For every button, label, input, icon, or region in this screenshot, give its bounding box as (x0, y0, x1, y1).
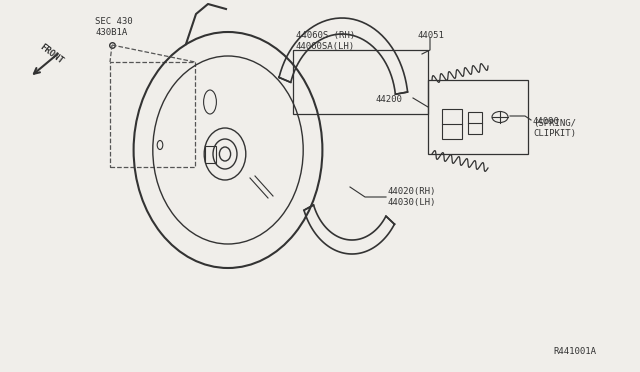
Bar (442, 109, 462, 139)
Text: 44060SA(LH): 44060SA(LH) (296, 42, 355, 51)
Text: 44051: 44051 (418, 31, 445, 40)
Text: 430B1A: 430B1A (95, 28, 127, 37)
Text: FRONT: FRONT (38, 43, 65, 66)
Text: 44020(RH): 44020(RH) (388, 187, 436, 196)
Bar (468, 112, 482, 134)
Text: SEC 430: SEC 430 (95, 17, 132, 26)
Text: 44200: 44200 (376, 95, 403, 104)
Text: 44090: 44090 (533, 117, 560, 126)
Text: 44030(LH): 44030(LH) (388, 198, 436, 207)
Text: 44060S (RH): 44060S (RH) (296, 31, 355, 40)
Bar (205, 146, 216, 163)
Text: (SPRING/
CLIPKIT): (SPRING/ CLIPKIT) (533, 119, 576, 138)
Bar (428, 80, 528, 154)
Text: R441001A: R441001A (553, 347, 596, 356)
Bar (293, 50, 428, 114)
